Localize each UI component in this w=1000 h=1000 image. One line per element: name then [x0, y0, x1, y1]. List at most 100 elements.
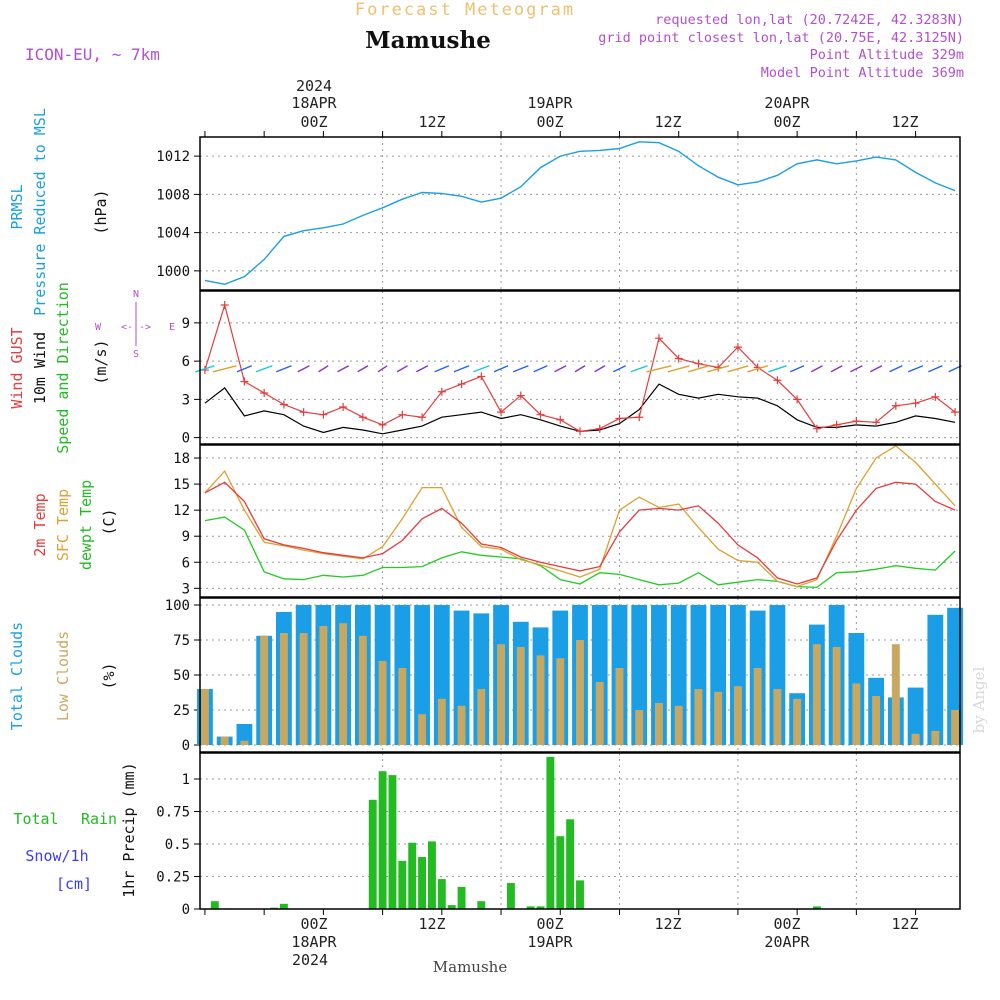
wind-direction-arrow [630, 365, 648, 373]
wind-direction-arrow [533, 365, 548, 373]
rain-bar [388, 775, 397, 909]
wind-gust-point [951, 408, 960, 417]
wind-direction-arrow [453, 365, 470, 373]
wind-gust-point [576, 427, 584, 436]
compass-n: N [133, 289, 139, 300]
top-date-20apr: 20APR [764, 94, 810, 112]
low-clouds-bar [457, 705, 466, 745]
label-celsius: (C) [100, 508, 118, 535]
wind-gust-point [358, 413, 367, 422]
label-pressure-msl: Pressure Reduced to MSL [31, 108, 49, 316]
wind-direction-arrow [907, 365, 924, 373]
wind-direction-arrow [493, 365, 509, 373]
pressure-panel-background [200, 137, 960, 290]
top-year: 2024 [296, 77, 332, 95]
wind-direction-arrow [688, 365, 709, 373]
clouds-ytick-label: 50 [173, 668, 190, 684]
clouds-ytick-label: 0 [182, 738, 190, 754]
wind-gust-point [595, 424, 604, 433]
wind-gust-point [852, 417, 861, 426]
low-clouds-bar [714, 691, 723, 745]
pressure-ytick-label: 1004 [156, 226, 190, 242]
low-clouds-bar [418, 714, 427, 745]
temp-panel-background [200, 445, 960, 597]
rain-bar [506, 883, 515, 909]
wind-direction-arrow [195, 365, 215, 373]
wind-gust-point [220, 301, 229, 310]
wind-direction-arrow [297, 365, 310, 373]
bottom-date-20apr: 20APR [764, 933, 810, 951]
low-clouds-bar [398, 668, 407, 745]
precip-ytick-label: 0.75 [156, 805, 190, 821]
wind-gust-point [240, 377, 249, 386]
wind-direction-arrow [707, 365, 730, 373]
low-clouds-bar [437, 698, 446, 745]
wind-gust-point [378, 420, 387, 429]
temp-ytick-label: 12 [173, 503, 190, 519]
top-date-18apr: 18APR [291, 94, 337, 112]
bottom-date-19apr: 19APR [527, 933, 573, 951]
wind-gust-point [437, 387, 446, 396]
time-ticks [204, 131, 917, 915]
wind-direction-arrow [337, 365, 350, 373]
top-tick-2: 00Z [536, 113, 563, 131]
prmsl-line [204, 141, 956, 286]
low-clouds-bar [516, 647, 525, 745]
temp-ytick-label: 6 [182, 555, 190, 571]
plot-area: 1000100410081012036936912151802550751000… [156, 131, 963, 918]
low-clouds-bar [299, 633, 308, 745]
label-speed-direction: Speed and Direction [54, 282, 72, 454]
wind-direction-arrow [377, 365, 388, 373]
compass-w: W [95, 322, 102, 333]
total-clouds-bar [927, 614, 944, 745]
precip-ytick-label: 0 [182, 902, 190, 918]
wind-gust-point [556, 415, 565, 424]
wind-direction-arrow [357, 365, 369, 373]
label-total: Total [13, 810, 58, 828]
wind-gust-point [635, 413, 644, 422]
low-clouds-bar [536, 655, 545, 745]
label-prmsl: PRMSL [8, 184, 26, 229]
pressure-panel: 1000 1004 1008 1012 [156, 136, 961, 291]
rain-bar [556, 836, 565, 909]
wind-direction-arrow [850, 365, 863, 373]
wind-gust-point [418, 413, 427, 422]
wind-direction-arrow [790, 365, 805, 373]
bottom-tick-5: 12Z [891, 915, 918, 933]
low-clouds-bar [793, 698, 802, 745]
rain-bar [418, 857, 427, 909]
temp-ytick-label: 9 [182, 529, 190, 545]
low-clouds-bar [200, 689, 209, 745]
low-clouds-bar [753, 668, 762, 745]
low-clouds-bar [497, 644, 505, 745]
temp-panel: 3 6 9 12 15 18 [173, 444, 961, 598]
wind-panel-border [199, 290, 961, 445]
label-wind-gust: Wind GUST [8, 327, 26, 408]
bottom-tick-2: 00Z [536, 915, 563, 933]
wind-ytick-label: 3 [182, 392, 190, 408]
wind-ytick-label: 0 [182, 431, 190, 447]
top-tick-1: 12Z [418, 113, 445, 131]
low-clouds-bar [655, 703, 663, 745]
wind-gust-point [773, 376, 782, 385]
temp-ytick-label: 18 [173, 451, 190, 467]
bottom-date-18apr: 18APR [291, 933, 337, 951]
wind-gust-point [477, 372, 486, 381]
top-tick-3: 12Z [654, 113, 681, 131]
wind-direction-arrow [928, 365, 943, 373]
total-clouds-bar [907, 687, 924, 745]
label-rain: Rain [81, 810, 117, 828]
label-dewpt-temp: dewpt Temp [77, 480, 95, 570]
temp-ytick-label: 3 [182, 581, 190, 597]
temp-ytick-label: 15 [173, 477, 190, 493]
wind-gust-point [694, 359, 703, 368]
total-clouds-bar [414, 605, 430, 745]
label-sfc-temp: SFC Temp [54, 489, 72, 561]
wind-gust-point [516, 391, 525, 400]
wind-gust-point [911, 399, 920, 408]
wind-panel: 0 3 6 9 [182, 290, 962, 447]
wind-direction-arrow [646, 365, 672, 373]
clouds-panel-border [199, 597, 961, 753]
